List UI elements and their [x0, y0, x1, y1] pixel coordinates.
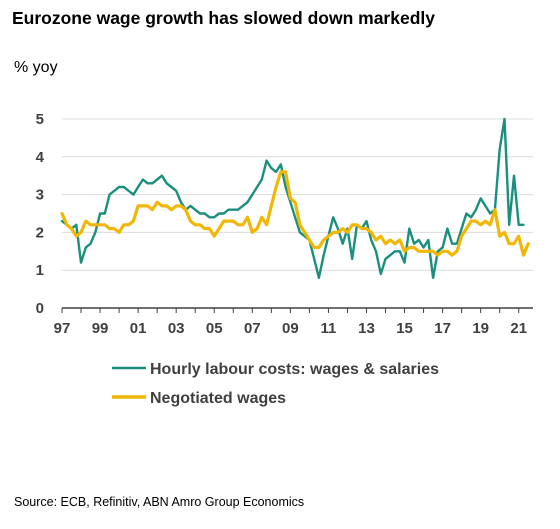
y-tick-label-0: 0 [36, 300, 44, 317]
legend-label-negotiated-wages: Negotiated wages [150, 390, 286, 407]
x-tick-label-17: 17 [434, 320, 451, 337]
series-line-hourly-labour-costs [60, 117, 525, 279]
x-tick-label-09: 09 [282, 320, 299, 337]
y-tick-label-1: 1 [36, 262, 44, 279]
gridlines [62, 118, 533, 271]
x-tick-label-07: 07 [244, 320, 261, 337]
x-tick-label-11: 11 [320, 320, 336, 337]
y-tick-label-3: 3 [36, 187, 44, 204]
y-tick-label-4: 4 [36, 149, 45, 166]
x-tick-label-13: 13 [358, 320, 375, 337]
legend: Hourly labour costs: wages & salaries Neg… [112, 361, 439, 407]
x-tick-label-05: 05 [206, 320, 223, 337]
x-tick-label-97: 97 [54, 320, 71, 337]
source-note: Source: ECB, Refinitiv, ABN Amro Group E… [14, 495, 305, 509]
y-axis-unit-label: % yoy [14, 59, 58, 76]
x-tick-label-15: 15 [396, 320, 413, 337]
y-tick-label-2: 2 [36, 224, 44, 241]
x-tick-label-03: 03 [168, 320, 185, 337]
series-lines [60, 117, 530, 279]
x-tick-label-99: 99 [92, 320, 109, 337]
legend-label-hourly-labour-costs: Hourly labour costs: wages & salaries [150, 361, 439, 378]
y-tick-label-5: 5 [36, 111, 44, 128]
x-tick-label-01: 01 [130, 320, 147, 337]
series-line-negotiated-wages [60, 170, 530, 257]
x-tick-label-19: 19 [472, 320, 489, 337]
x-tick-label-21: 21 [510, 320, 527, 337]
chart-title: Eurozone wage growth has slowed down mar… [12, 8, 435, 28]
